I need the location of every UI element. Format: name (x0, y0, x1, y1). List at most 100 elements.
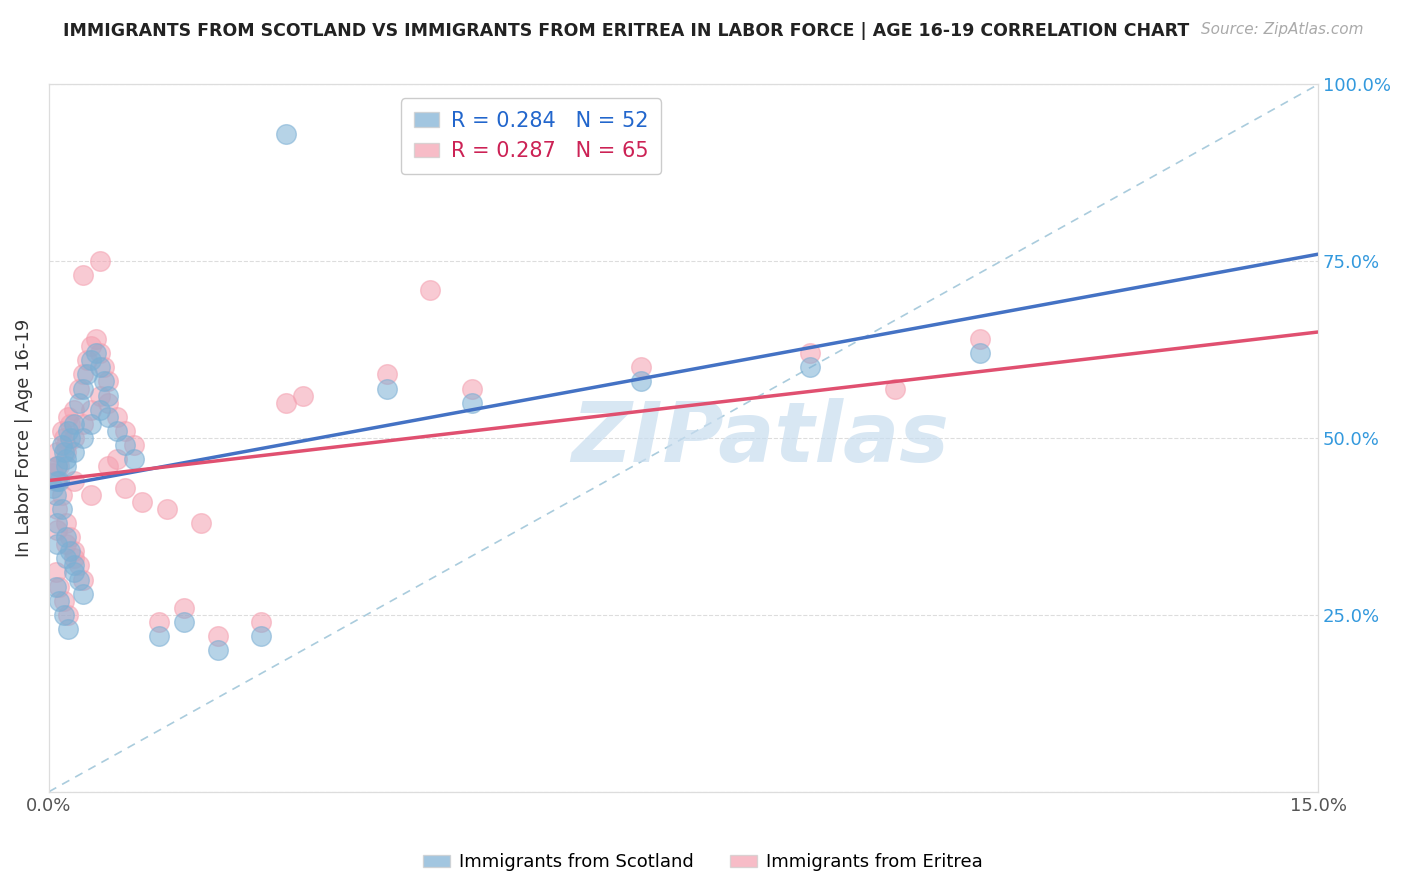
Point (190, 516, 212, 530)
Point (72, 431, 94, 445)
Point (55, 452, 77, 467)
Point (207, 629, 229, 643)
Point (884, 382, 907, 396)
Point (51, 424, 73, 438)
Point (46, 523, 69, 537)
Point (51, 488, 73, 502)
Point (377, 368, 399, 382)
Point (45, 488, 67, 502)
Point (84, 346, 107, 360)
Point (59, 544, 82, 558)
Point (55, 459, 77, 474)
Point (67, 382, 90, 396)
Point (630, 375, 652, 389)
Point (67, 558, 90, 573)
Point (55, 445, 77, 459)
Point (46, 474, 69, 488)
Point (48, 459, 70, 474)
Point (80, 339, 103, 353)
Legend: R = 0.284   N = 52, R = 0.287   N = 65: R = 0.284 N = 52, R = 0.287 N = 65 (401, 98, 661, 174)
Point (97, 409, 120, 424)
Point (114, 481, 136, 495)
Point (59, 417, 82, 431)
Point (122, 438, 145, 452)
Point (93, 360, 115, 375)
Point (42, 481, 65, 495)
Point (148, 615, 170, 629)
Point (56, 424, 79, 438)
Point (46, 516, 69, 530)
Point (80, 488, 103, 502)
Point (55, 516, 77, 530)
Point (53, 431, 76, 445)
Point (67, 395, 90, 409)
Point (53, 593, 76, 607)
Point (207, 643, 229, 657)
Point (63, 474, 86, 488)
Point (67, 573, 90, 587)
Point (84, 332, 107, 346)
Point (249, 615, 271, 629)
Point (72, 417, 94, 431)
Point (274, 127, 297, 141)
Point (56, 607, 79, 622)
Point (46, 459, 69, 474)
Text: ZIPatlas: ZIPatlas (571, 398, 949, 479)
Point (56, 622, 79, 636)
Point (80, 402, 103, 417)
Point (63, 566, 86, 580)
Point (48, 474, 70, 488)
Point (89, 402, 111, 417)
Point (55, 537, 77, 551)
Point (53, 445, 76, 459)
Point (72, 268, 94, 283)
Point (148, 629, 170, 643)
Point (630, 360, 652, 375)
Point (63, 558, 86, 573)
Point (51, 501, 73, 516)
Point (105, 424, 128, 438)
Point (105, 409, 128, 424)
Point (122, 452, 145, 467)
Point (55, 530, 77, 544)
Point (46, 501, 69, 516)
Point (97, 389, 120, 403)
Point (45, 474, 67, 488)
Point (55, 438, 77, 452)
Point (114, 438, 136, 452)
Point (291, 389, 314, 403)
Point (131, 494, 153, 508)
Point (56, 409, 79, 424)
Point (72, 368, 94, 382)
Point (97, 375, 120, 389)
Point (72, 573, 94, 587)
Point (51, 438, 73, 452)
Point (799, 360, 821, 375)
Point (63, 544, 86, 558)
Point (42, 467, 65, 481)
Point (59, 431, 82, 445)
Point (419, 283, 441, 297)
Point (156, 501, 179, 516)
Legend: Immigrants from Scotland, Immigrants from Eritrea: Immigrants from Scotland, Immigrants fro… (416, 847, 990, 879)
Point (80, 353, 103, 368)
Point (114, 424, 136, 438)
Point (461, 395, 484, 409)
Point (80, 417, 103, 431)
Point (53, 607, 76, 622)
Point (89, 389, 111, 403)
Point (89, 360, 111, 375)
Point (76, 368, 98, 382)
Point (63, 417, 86, 431)
Point (45, 566, 67, 580)
Point (48, 580, 70, 594)
Point (63, 551, 86, 566)
Point (97, 395, 120, 409)
Point (46, 537, 69, 551)
Point (969, 332, 991, 346)
Point (63, 402, 86, 417)
Point (89, 346, 111, 360)
Point (59, 530, 82, 544)
Text: Source: ZipAtlas.com: Source: ZipAtlas.com (1201, 22, 1364, 37)
Text: IMMIGRANTS FROM SCOTLAND VS IMMIGRANTS FROM ERITREA IN LABOR FORCE | AGE 16-19 C: IMMIGRANTS FROM SCOTLAND VS IMMIGRANTS F… (63, 22, 1189, 40)
